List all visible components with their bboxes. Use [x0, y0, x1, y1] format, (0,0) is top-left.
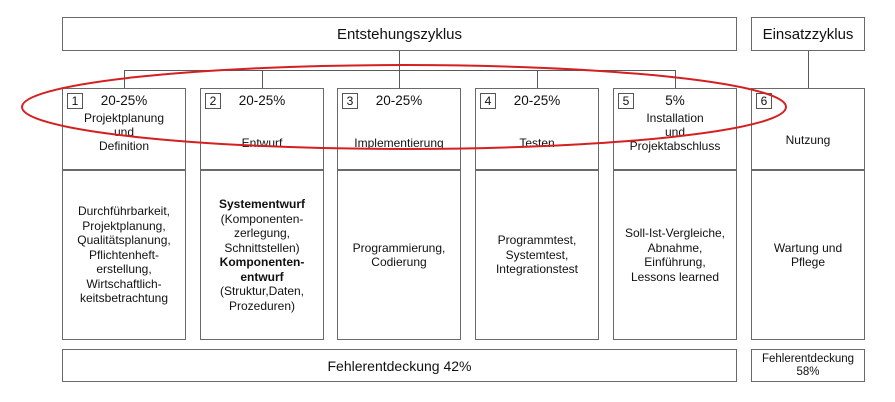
entstehungszyklus-title: Entstehungszyklus [336, 25, 463, 43]
phase-description: Soll-Ist-Vergleiche, Abnahme, Einführung, L… [619, 226, 731, 284]
phase-5-header-box: 5 5% Installation und Projektabschluss [613, 88, 737, 170]
phase-name-line: Projektplanung [83, 111, 165, 125]
description-line: Prozeduren) [228, 298, 296, 313]
description-line: Durchführbarkeit, [77, 204, 171, 219]
phase-percentage: 20-25% [100, 93, 148, 108]
description-line: Qualitätsplanung, [77, 233, 171, 248]
description-line: Integrationstest [495, 262, 579, 277]
phase-number: 6 [756, 93, 772, 109]
description-line: keitsbetrachtung [79, 291, 169, 306]
phase-2-header-box: 2 20-25% Entwurf [200, 88, 324, 170]
description-line: erstellung, [96, 262, 152, 277]
phase-4-description-box: Programmtest, Systemtest, Integrationstest [475, 170, 599, 340]
description-line: Projektplanung, [82, 218, 166, 233]
phase-name-line: Testen [519, 136, 555, 150]
description-line: Programmtest, [497, 233, 577, 248]
fehlerentdeckung-left-text: Fehlerentdeckung 42% [327, 357, 472, 374]
phase-2-description-box: Systementwurf (Komponenten-zerlegung, Schn… [200, 170, 324, 340]
einsatzzyklus-title: Einsatzzyklus [762, 25, 854, 43]
phase-name-line: Entwurf [241, 136, 283, 150]
phase-percentage: 5% [665, 93, 685, 108]
description-line: Pflichtenheft- [88, 247, 160, 262]
phase-percentage: 20-25% [513, 93, 561, 108]
phase-name-line: Definition [98, 139, 150, 153]
description-line: Einführung, [644, 255, 706, 269]
phase-name-line: und [113, 125, 135, 139]
description-line: Komponenten- [219, 255, 305, 269]
phase-description: Wartung und Pflege [768, 241, 848, 270]
description-line: Programmierung, [352, 240, 446, 255]
fehlerentdeckung-right-box: Fehlerentdeckung 58% [751, 349, 865, 382]
connector-phase-4 [537, 70, 538, 88]
connector-phase-5 [675, 70, 676, 88]
phase-description: Programmierung, Codierung [347, 241, 452, 270]
phase-1-header-box: 1 20-25% Projektplanung und Definition [62, 88, 186, 170]
phase-description: Systementwurf (Komponenten-zerlegung, Schn… [213, 197, 311, 313]
einsatzzyklus-box: Einsatzzyklus [751, 17, 865, 51]
entstehungszyklus-box: Entstehungszyklus [62, 17, 737, 51]
description-line: Pflege [790, 255, 825, 269]
description-line: Systementwurf [218, 197, 306, 211]
connector-phase-2 [262, 70, 263, 88]
phase-name-line: Installation [646, 111, 704, 125]
description-line: Lessons learned [630, 269, 720, 284]
fehlerentdeckung-right-line1: Fehlerentdeckung [761, 352, 855, 365]
phase-name-line: Nutzung [785, 133, 831, 147]
description-line: Soll-Ist-Vergleiche, [624, 226, 726, 240]
connector-vertical-main [399, 51, 400, 70]
phase-name-line: Projektabschluss [629, 139, 721, 153]
description-line: Wartung und [773, 240, 843, 255]
description-line: Schnittstellen) [224, 240, 300, 255]
phase-name-line: und [664, 125, 686, 139]
phase-description: Durchführbarkeit, Projektplanung, Qualität… [71, 204, 176, 306]
description-line: entwurf [240, 269, 284, 284]
phase-1-description-box: Durchführbarkeit, Projektplanung, Qualität… [62, 170, 186, 340]
description-line: (Komponenten- [220, 211, 304, 226]
phase-3-description-box: Programmierung, Codierung [337, 170, 461, 340]
description-line: Codierung [371, 255, 427, 269]
phase-percentage: 20-25% [375, 93, 423, 108]
phase-4-header-box: 4 20-25% Testen [475, 88, 599, 170]
description-line: Abnahme, [647, 240, 703, 255]
description-line: Wirtschaftlich- [86, 276, 162, 291]
phase-description: Programmtest, Systemtest, Integrationstest [490, 233, 584, 277]
description-line: zerlegung, [233, 226, 291, 240]
description-line: Systemtest, [505, 247, 569, 262]
connector-phase-6 [808, 51, 809, 88]
fehlerentdeckung-right-line2: 58% [796, 365, 820, 378]
phase-6-description-box: Wartung und Pflege [751, 170, 865, 340]
fehlerentdeckung-left-box: Fehlerentdeckung 42% [62, 349, 737, 382]
phase-3-header-box: 3 20-25% Implementierung [337, 88, 461, 170]
connector-phase-3 [399, 70, 400, 88]
description-line: (Struktur,Daten, [219, 284, 305, 298]
phase-5-description-box: Soll-Ist-Vergleiche, Abnahme, Einführung, L… [613, 170, 737, 340]
phase-name-line: Implementierung [354, 136, 444, 150]
phase-6-header-box: 6 Nutzung [751, 88, 865, 170]
connector-phase-1 [124, 70, 125, 88]
phase-percentage: 20-25% [238, 93, 286, 108]
